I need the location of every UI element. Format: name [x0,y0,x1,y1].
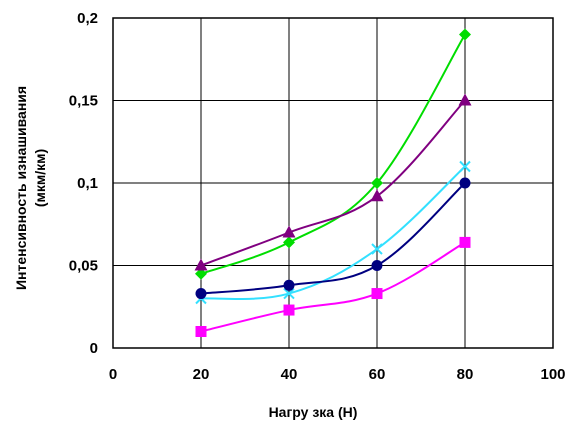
x-tick-label: 100 [540,366,565,383]
y-tick-label: 0,15 [69,93,98,110]
series-circle [195,177,471,300]
series-line-circle [200,182,466,295]
series-line-triangle [200,99,466,267]
x-tick-label: 40 [281,366,298,383]
y-tick-label: 0,05 [69,258,98,275]
data-point-x-60 [371,243,383,255]
y-tick-label: 0,1 [77,175,98,192]
y-tick-label: 0,2 [77,10,98,27]
data-point-square-80 [459,236,471,248]
series-triangle [194,93,472,271]
series-layer [194,28,472,337]
series-line-diamond [200,33,466,275]
data-point-triangle-60 [370,189,384,202]
x-tick-label: 20 [193,366,210,383]
data-point-triangle-20 [194,258,208,271]
x-axis-title: Нагру зка (Н) [269,404,358,420]
data-point-triangle-80 [458,93,472,106]
data-point-x-40 [283,287,295,300]
data-point-diamond-40 [283,236,295,249]
x-tick-label: 60 [369,366,386,383]
tick-labels: 0 20 40 60 80 100 0 0,05 0,1 0,15 0,2 [69,10,566,383]
data-point-diamond-80 [459,28,471,41]
series-square [195,236,471,337]
y-tick-label: 0 [90,340,98,357]
y-axis-title-line-1: Интенсивность изнашивания [13,86,29,290]
data-point-square-20 [195,326,207,337]
data-point-circle-60 [371,260,383,271]
data-point-square-40 [283,304,295,316]
data-point-circle-20 [195,288,207,300]
plot-area-frame [112,17,554,349]
series-line-square [200,241,466,333]
data-point-x-80 [459,160,471,173]
data-point-triangle-40 [282,225,296,238]
data-point-circle-80 [459,177,471,189]
data-point-square-60 [371,288,383,300]
series-line-x [200,165,466,301]
y-axis-title-line-2: (мкм/км) [32,149,48,207]
grid-lines [112,17,554,349]
series-diamond [195,28,471,280]
data-point-diamond-60 [371,177,383,189]
data-point-diamond-20 [195,267,207,280]
x-tick-label: 80 [457,366,474,383]
data-point-circle-40 [283,279,295,291]
x-tick-label: 0 [109,366,117,383]
